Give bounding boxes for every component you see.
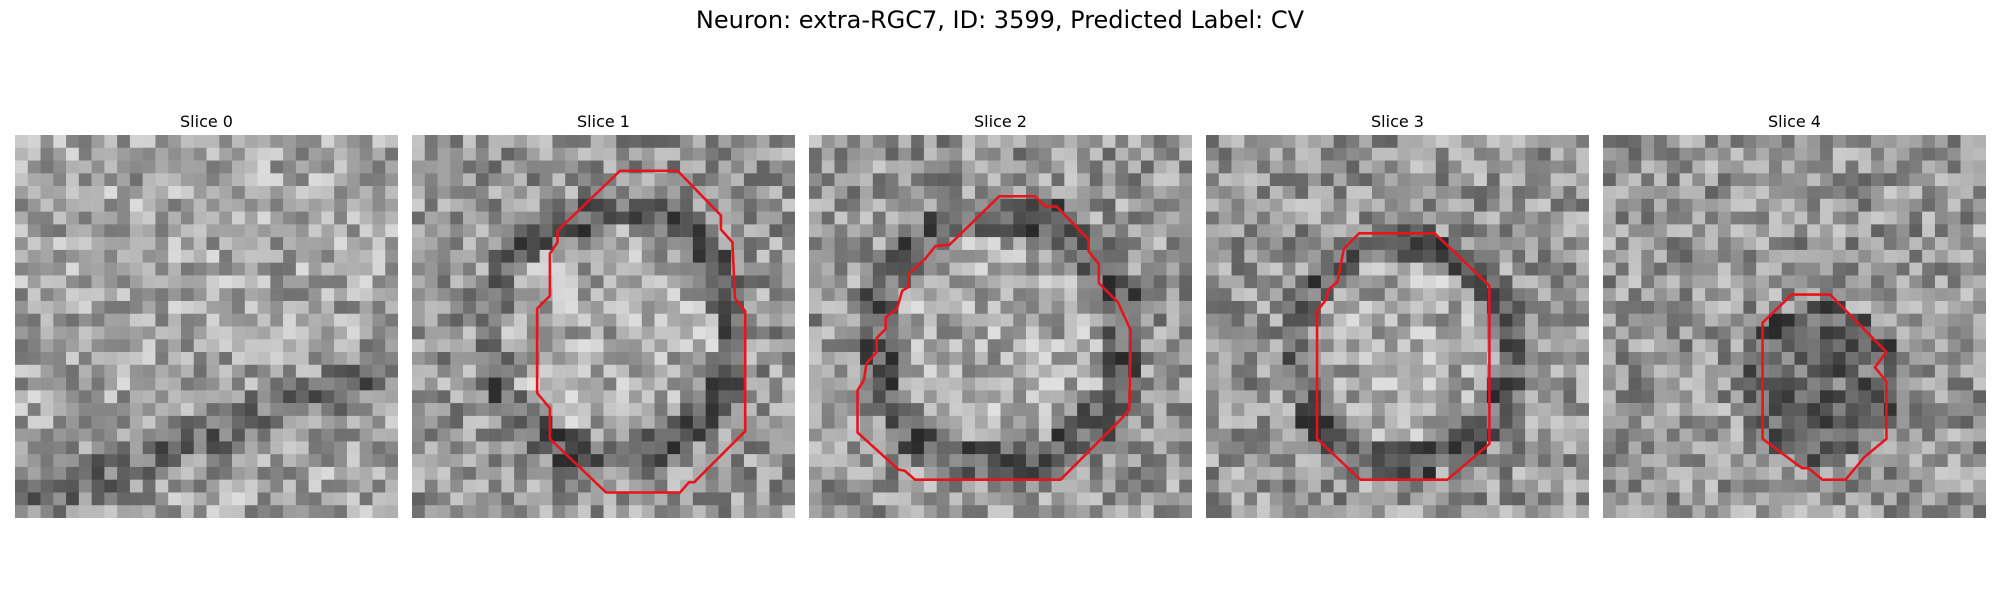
slice-title: Slice 4 — [1768, 112, 1821, 131]
pixel-grid — [412, 135, 795, 518]
roi-contour — [535, 169, 747, 494]
pixel-grid — [809, 135, 1192, 518]
slice-panel-3: Slice 3 — [1206, 109, 1589, 518]
slice-title: Slice 2 — [974, 112, 1027, 131]
slice-title: Slice 0 — [180, 112, 233, 131]
slice-image — [412, 135, 795, 518]
slice-image — [1603, 135, 1986, 518]
pixel-grid — [1603, 135, 1986, 518]
slice-panel-0: Slice 0 — [15, 109, 398, 518]
slice-image — [1206, 135, 1589, 518]
slice-image — [15, 135, 398, 518]
slice-title: Slice 3 — [1371, 112, 1424, 131]
pixel-grid — [1206, 135, 1589, 518]
slice-image — [809, 135, 1192, 518]
slice-title: Slice 1 — [577, 112, 630, 131]
slice-panel-4: Slice 4 — [1603, 109, 1986, 518]
roi-contour — [1761, 293, 1888, 481]
roi-contour — [856, 195, 1132, 481]
slice-panel-1: Slice 1 — [412, 109, 795, 518]
slice-panel-2: Slice 2 — [809, 109, 1192, 518]
pixel-grid — [15, 135, 398, 518]
figure-title: Neuron: extra-RGC7, ID: 3599, Predicted … — [695, 6, 1305, 34]
roi-contour — [1315, 232, 1491, 481]
